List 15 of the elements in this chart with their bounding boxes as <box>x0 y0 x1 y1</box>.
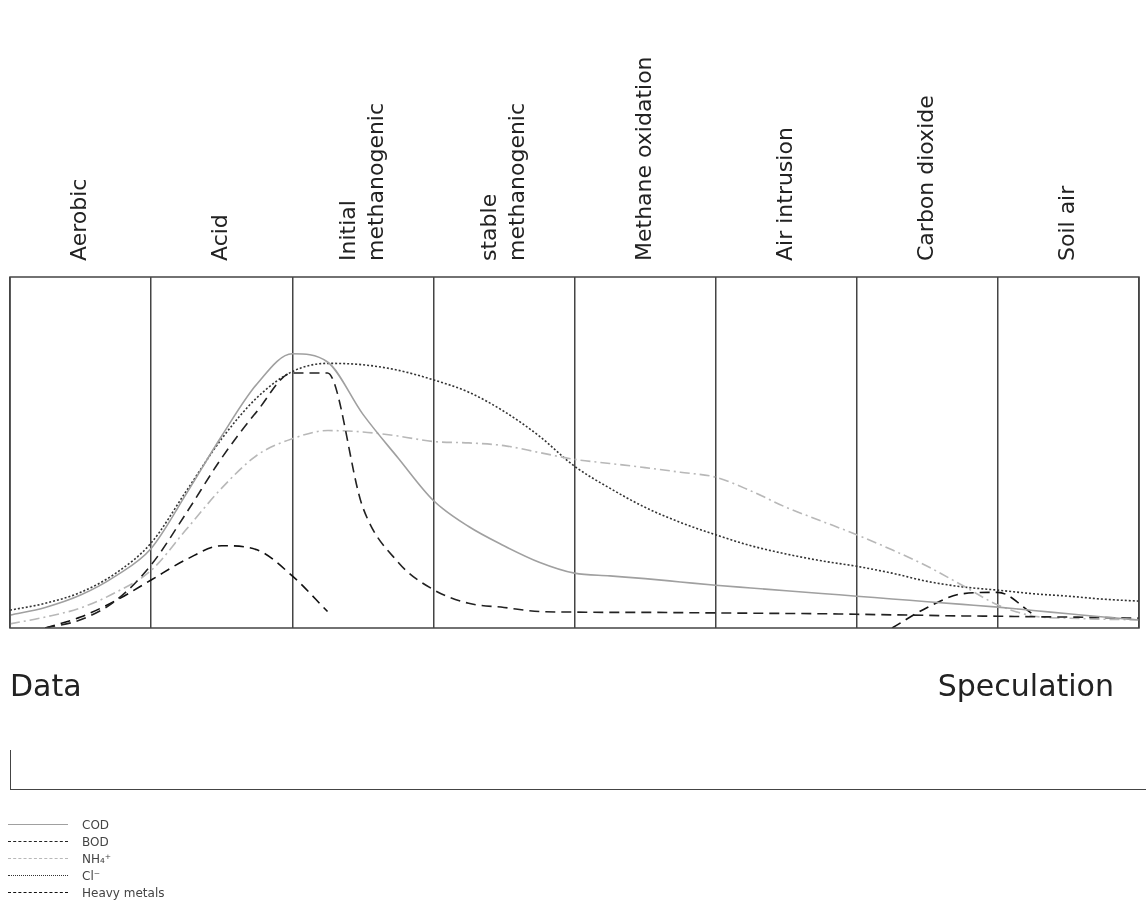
legend-label: NH₄⁺ <box>82 851 112 866</box>
legend-label: Heavy metals <box>82 885 165 900</box>
x-tick-label: Methane oxidation <box>630 56 656 261</box>
x-tick-label: Aerobic <box>66 178 92 261</box>
x-tick-label: stable methanogenic <box>475 102 529 261</box>
legend-label: COD <box>82 817 110 832</box>
x-tick-label: Carbon dioxide <box>913 95 939 261</box>
legend-label: Cl⁻ <box>82 868 101 883</box>
x-tick-label: Initial methanogenic <box>334 102 388 261</box>
x-tick-label: Air intrusion <box>771 127 797 261</box>
legend-label: BOD <box>82 834 109 849</box>
x-tick-label: Acid <box>207 214 233 261</box>
x-tick-label: Soil air <box>1054 184 1080 261</box>
text: Speculation <box>937 668 1114 703</box>
text: Data <box>10 668 82 703</box>
